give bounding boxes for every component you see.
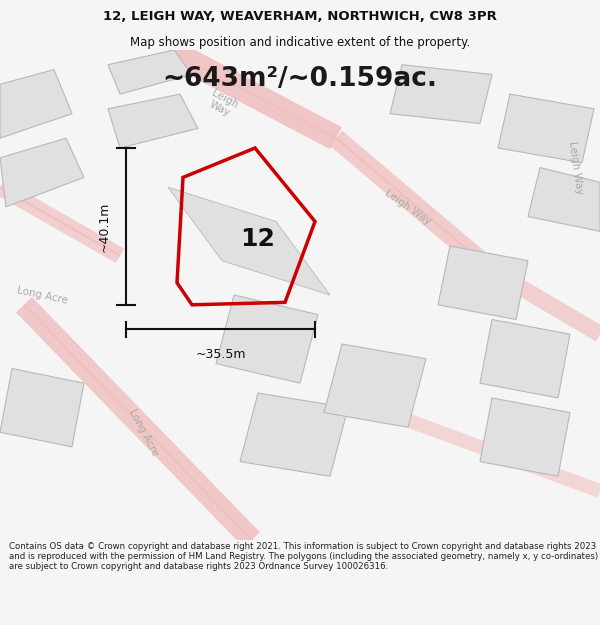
Polygon shape (0, 369, 84, 447)
Text: Leigh Way: Leigh Way (383, 188, 433, 226)
Text: 12, LEIGH WAY, WEAVERHAM, NORTHWICH, CW8 3PR: 12, LEIGH WAY, WEAVERHAM, NORTHWICH, CW8… (103, 10, 497, 23)
Polygon shape (480, 319, 570, 398)
Text: 12: 12 (241, 227, 275, 251)
Text: ~40.1m: ~40.1m (98, 201, 111, 252)
Polygon shape (216, 295, 318, 383)
Polygon shape (108, 94, 198, 148)
Polygon shape (0, 69, 72, 138)
Text: Long Acre: Long Acre (16, 285, 68, 305)
Polygon shape (480, 398, 570, 476)
Polygon shape (0, 138, 84, 207)
Polygon shape (324, 344, 426, 428)
Polygon shape (108, 50, 192, 94)
Polygon shape (498, 94, 594, 162)
Text: ~35.5m: ~35.5m (195, 348, 246, 361)
Polygon shape (438, 246, 528, 319)
Polygon shape (240, 393, 348, 476)
Text: Leigh
Way: Leigh Way (205, 88, 239, 120)
Text: Long Acre: Long Acre (127, 407, 161, 458)
Polygon shape (528, 168, 600, 231)
Text: ~643m²/~0.159ac.: ~643m²/~0.159ac. (163, 66, 437, 92)
Polygon shape (390, 65, 492, 124)
Text: Contains OS data © Crown copyright and database right 2021. This information is : Contains OS data © Crown copyright and d… (9, 542, 598, 571)
Polygon shape (168, 188, 330, 295)
Text: Map shows position and indicative extent of the property.: Map shows position and indicative extent… (130, 36, 470, 49)
Text: Leigh Way: Leigh Way (568, 141, 584, 195)
